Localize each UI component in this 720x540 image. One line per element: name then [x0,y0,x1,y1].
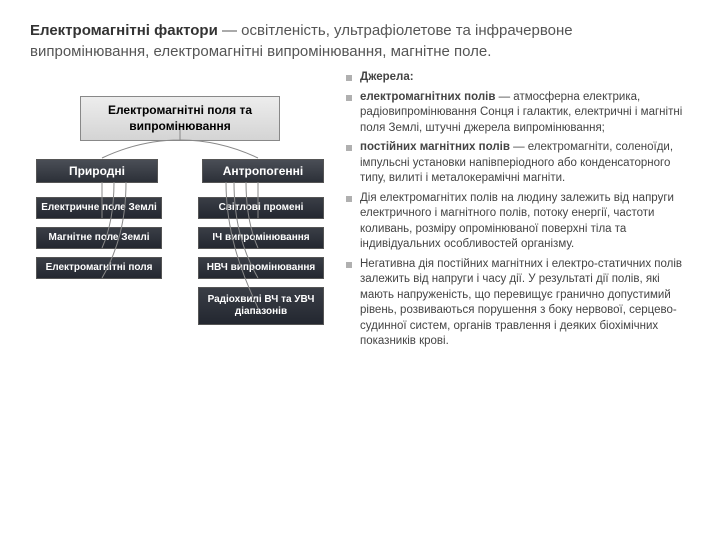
page-title: Електромагнітні фактори — освітленість, … [30,20,690,62]
bullet-item: Негативна дія постійних магнітних і елек… [346,257,690,350]
diagram-mid-right: Антропогенні [202,159,324,183]
bullet-item: Джерела: [346,70,690,86]
diagram-leaf-right: НВЧ випромінювання [198,257,324,279]
diagram-leaf-right: Радіохвилі ВЧ та УВЧ діапазонів [198,287,324,325]
bullet-text: Джерела: електромагнітних полів — атмосфе… [346,70,690,354]
diagram-area: Електромагнітні поля та випромінювання П… [30,70,330,354]
diagram-mid-left: Природні [36,159,158,183]
diagram-leaf-left: Магнітне поле Землі [36,227,162,249]
diagram-leaf-right: Світлові промені [198,197,324,219]
diagram-root: Електромагнітні поля та випромінювання [80,96,280,141]
bullet-item: Дія електромагнітих полів на людину зале… [346,191,690,253]
diagram-leaf-right: ІЧ випромінювання [198,227,324,249]
diagram-leaf-left: Електромагнітні поля [36,257,162,279]
bullet-item: постійних магнітних полів — електромагні… [346,140,690,187]
diagram-leaf-left: Електричне поле Землі [36,197,162,219]
bullet-item: електромагнітних полів — атмосферна елек… [346,90,690,137]
title-bold: Електромагнітні фактори [30,22,218,39]
